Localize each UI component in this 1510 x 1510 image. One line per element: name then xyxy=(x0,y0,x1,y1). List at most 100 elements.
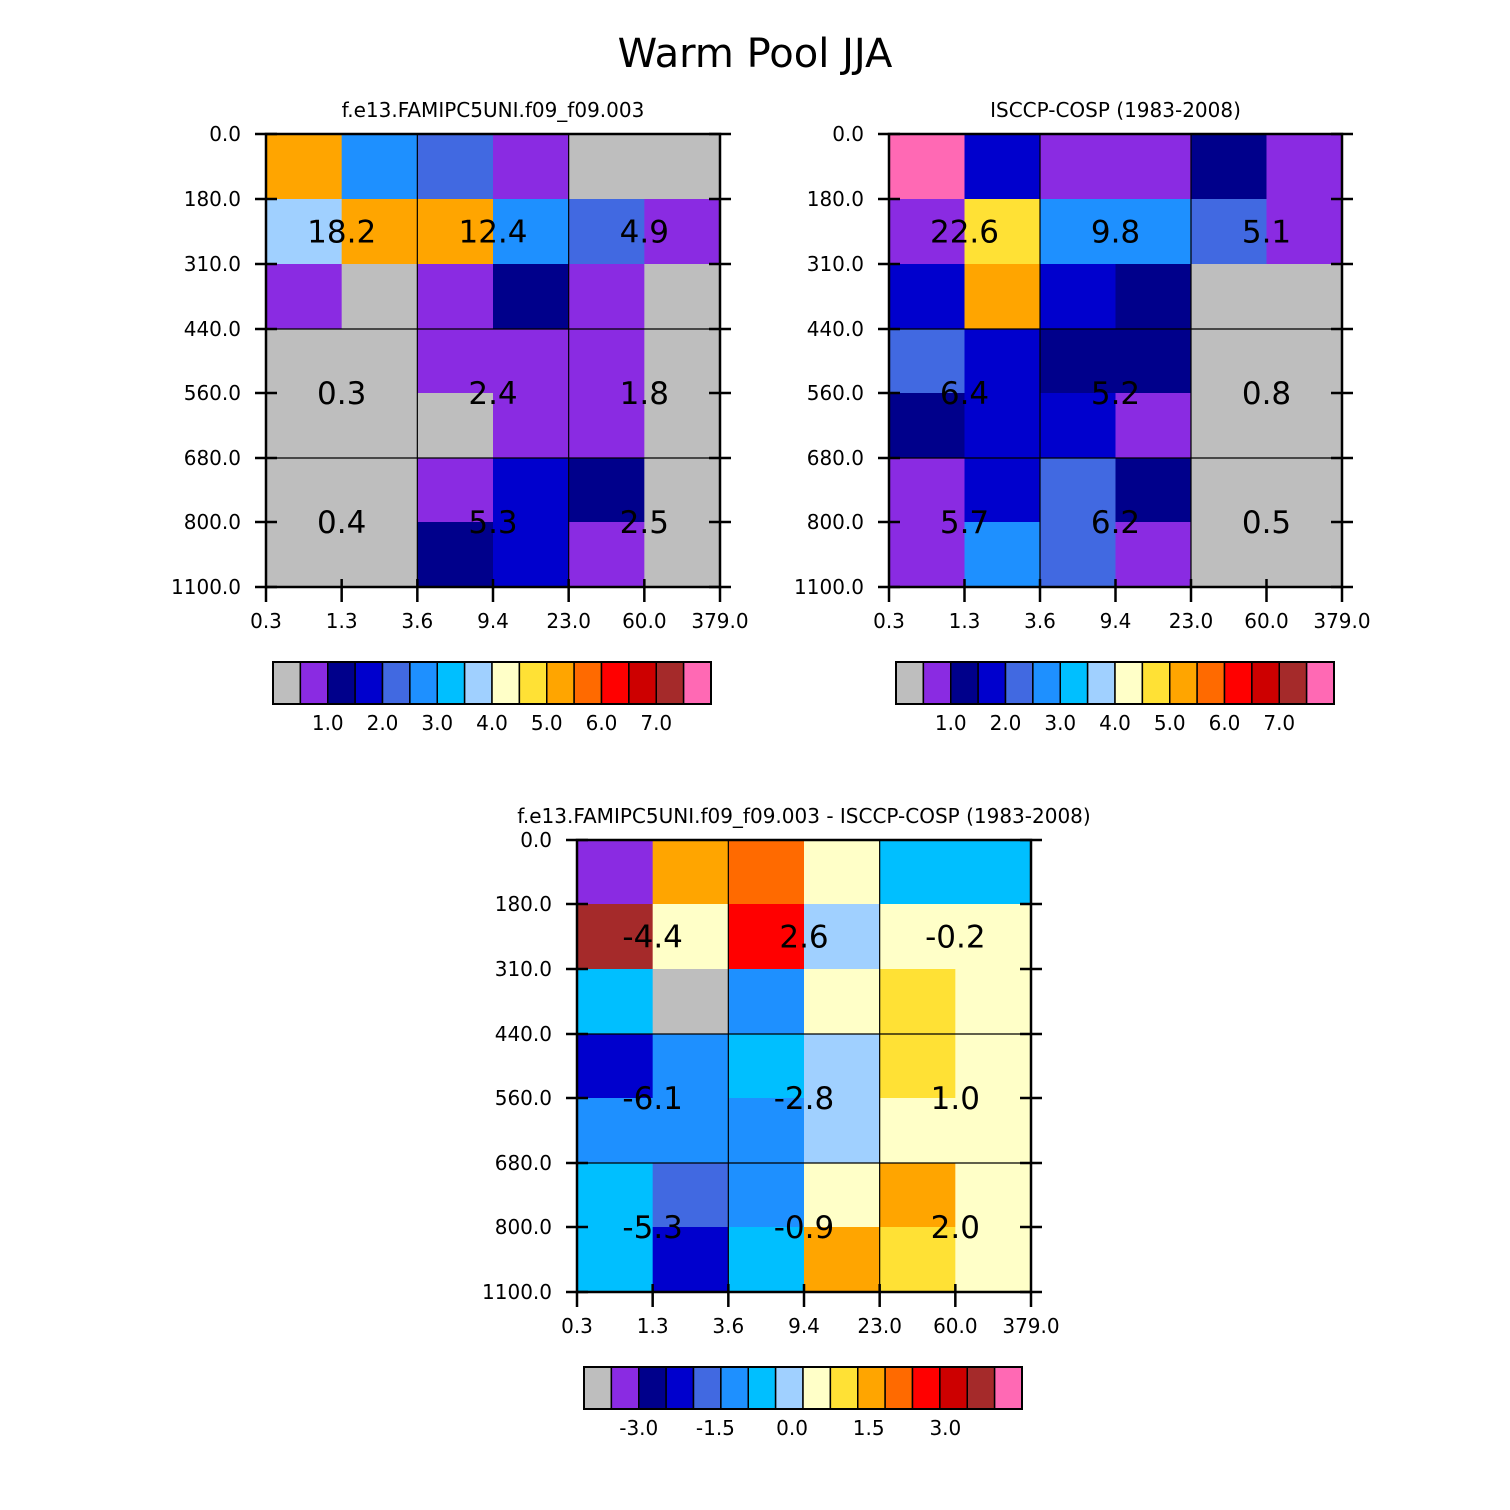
colorbar-swatch xyxy=(1114,661,1144,705)
heatmap-cell xyxy=(1040,199,1117,265)
y-tick-label: 180.0 xyxy=(184,187,241,211)
heatmap-cell xyxy=(568,393,645,459)
y-tick-label: 680.0 xyxy=(184,446,241,470)
heatmap-cell xyxy=(1266,329,1343,394)
heatmap-cell xyxy=(1266,522,1343,588)
heatmap-cell xyxy=(879,1034,956,1099)
x-tick-label: 23.0 xyxy=(546,609,591,633)
heatmap-cell xyxy=(652,840,729,905)
x-tick-label: 60.0 xyxy=(1244,609,1289,633)
heatmap-cell xyxy=(889,458,966,523)
summary-value-label: 22.6 xyxy=(930,215,999,251)
x-tick-label: 9.4 xyxy=(1100,609,1132,633)
colorbar-swatch xyxy=(299,661,329,705)
heatmap-cell xyxy=(652,1163,729,1228)
summary-value-label: 2.4 xyxy=(468,376,517,412)
colorbar-swatch xyxy=(682,661,712,705)
x-tick-label: 379.0 xyxy=(691,609,748,633)
x-tick-label: 1.3 xyxy=(637,1314,669,1338)
y-tick-label: 680.0 xyxy=(495,1151,552,1175)
summary-value-label: -6.1 xyxy=(622,1081,683,1117)
heatmap-cell xyxy=(804,840,881,905)
heatmap-cell xyxy=(1191,458,1268,523)
colorbar-swatch xyxy=(922,661,952,705)
colorbar-swatch xyxy=(655,661,685,705)
x-tick-label: 3.6 xyxy=(712,1314,744,1338)
x-tick-label: 9.4 xyxy=(477,609,509,633)
heatmap-cell xyxy=(1040,458,1117,523)
x-tick-label: 23.0 xyxy=(1169,609,1214,633)
summary-value-label: 2.0 xyxy=(931,1210,980,1246)
y-tick-label: 800.0 xyxy=(184,510,241,534)
heatmap-cell xyxy=(493,264,570,330)
colorbar-swatch xyxy=(327,661,356,705)
summary-value-label: 5.2 xyxy=(1091,376,1140,412)
summary-value-label: 18.2 xyxy=(307,215,376,251)
colorbar-swatch xyxy=(1141,661,1171,705)
summary-value-label: 6.4 xyxy=(940,376,989,412)
heatmap-cell xyxy=(728,1034,805,1099)
heatmap-cell xyxy=(568,199,645,265)
heatmap-cell xyxy=(493,458,570,523)
heatmap-cell xyxy=(417,522,494,588)
y-tick-label: 310.0 xyxy=(807,252,864,276)
colorbar-label: 5.0 xyxy=(1154,711,1186,735)
heatmap-cell xyxy=(804,1098,881,1164)
heatmap-cell xyxy=(879,969,956,1035)
heatmap-cell xyxy=(568,458,645,523)
colorbar-swatch xyxy=(463,661,493,705)
colorbar-swatch xyxy=(573,661,603,705)
heatmap-cell xyxy=(577,1227,654,1293)
colorbar-swatch xyxy=(802,1366,832,1410)
colorbar-swatch xyxy=(436,661,466,705)
heatmap-cell xyxy=(964,458,1041,523)
heatmap-cell xyxy=(1115,264,1192,330)
heatmap-cell xyxy=(266,458,343,523)
summary-value-label: 1.8 xyxy=(620,376,669,412)
heatmap-cell xyxy=(652,1098,729,1164)
heatmap-cell xyxy=(652,1034,729,1099)
heatmap-cell xyxy=(644,264,721,330)
heatmap-cell xyxy=(568,134,645,200)
colorbar-swatch xyxy=(546,661,575,705)
colorbar-swatch xyxy=(993,1366,1023,1410)
heatmap-cell xyxy=(652,969,729,1035)
heatmap-cell xyxy=(1115,393,1192,459)
figure-title: Warm Pool JJA xyxy=(618,31,893,77)
heatmap-cell xyxy=(955,969,1032,1035)
x-tick-label: 379.0 xyxy=(1002,1314,1059,1338)
x-tick-label: 3.6 xyxy=(401,609,433,633)
heatmap-cell xyxy=(804,969,881,1035)
heatmap-cell xyxy=(1191,522,1268,588)
colorbar-frame xyxy=(895,661,1335,705)
heatmap-cell xyxy=(341,522,418,588)
summary-value-label: 5.3 xyxy=(468,505,517,541)
heatmap-cell xyxy=(266,199,343,265)
heatmap-cell xyxy=(266,134,343,200)
colorbar-frame xyxy=(272,661,712,705)
colorbar-swatch xyxy=(1223,661,1253,705)
heatmap-cell xyxy=(889,393,966,459)
heatmap-cell xyxy=(341,458,418,523)
colorbar-swatch xyxy=(665,1366,695,1410)
colorbar-swatch xyxy=(895,661,925,705)
panels: f.e13.FAMIPC5UNI.f09_f09.003 0.0 180.0 310.… xyxy=(171,98,1371,1440)
x-tick-label: 1.3 xyxy=(949,609,981,633)
heatmap-cell xyxy=(804,1163,881,1228)
colorbar-frame xyxy=(583,1366,1023,1410)
heatmap-cell xyxy=(1191,264,1268,330)
colorbar-swatch xyxy=(354,661,384,705)
colorbar-label: 3.0 xyxy=(929,1416,961,1440)
heatmap-cell xyxy=(417,393,494,459)
summary-value-label: -0.9 xyxy=(774,1210,835,1246)
heatmap-cell xyxy=(577,904,654,970)
colorbar-swatch xyxy=(950,661,979,705)
colorbar-label: 7.0 xyxy=(1263,711,1295,735)
y-tick-label: 680.0 xyxy=(807,446,864,470)
heatmap-cell xyxy=(1191,329,1268,394)
colorbar-swatch xyxy=(692,1366,722,1410)
heatmap-cell xyxy=(417,458,494,523)
heatmap-cell xyxy=(266,329,343,394)
x-tick-label: 0.3 xyxy=(250,609,282,633)
heatmap-cell xyxy=(577,1163,654,1228)
